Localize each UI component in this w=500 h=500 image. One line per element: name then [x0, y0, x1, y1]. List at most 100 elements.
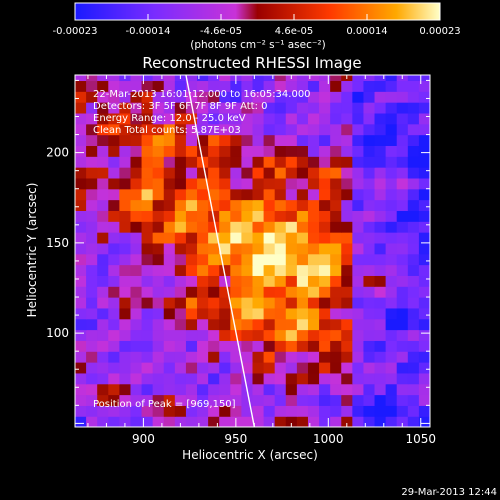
- heatmap-cell: [285, 167, 298, 179]
- heatmap-cell: [208, 329, 220, 341]
- heatmap-cell: [174, 242, 187, 255]
- heatmap-cell: [141, 372, 154, 385]
- heatmap-cell: [208, 91, 220, 103]
- heatmap-cell: [141, 75, 154, 82]
- heatmap-cell: [163, 91, 176, 103]
- heatmap-cell: [385, 199, 398, 211]
- heatmap-cell: [208, 75, 220, 82]
- heatmap-cell: [319, 177, 331, 190]
- heatmap-cell: [174, 123, 187, 136]
- heatmap-cell: [241, 188, 254, 201]
- heatmap-cell: [341, 112, 353, 125]
- heatmap-cell: [418, 307, 430, 320]
- heatmap-cell: [163, 145, 176, 157]
- heatmap-cell: [296, 405, 309, 417]
- heatmap-cell: [285, 307, 298, 320]
- plot-frame: [74, 74, 431, 428]
- heatmap-cell: [363, 286, 376, 298]
- heatmap-cell: [407, 264, 420, 276]
- heatmap-cell: [97, 405, 109, 417]
- heatmap-cell: [197, 275, 209, 287]
- heatmap-cell: [274, 112, 287, 125]
- heatmap-cell: [285, 134, 298, 146]
- heatmap-cell: [285, 145, 298, 157]
- heatmap-cell: [252, 156, 265, 168]
- heatmap-cell: [307, 297, 320, 309]
- heatmap-cell: [418, 145, 430, 157]
- heatmap-cell: [241, 177, 254, 190]
- heatmap-cell: [208, 351, 220, 363]
- heatmap-cell: [174, 362, 187, 374]
- heatmap-cell: [374, 232, 387, 244]
- heatmap-cell: [163, 167, 176, 179]
- heatmap-cell: [197, 307, 209, 320]
- heatmap-cell: [174, 167, 187, 179]
- heatmap-cell: [241, 264, 254, 276]
- heatmap-cell: [119, 383, 132, 396]
- heatmap-cell: [330, 221, 342, 233]
- heatmap-cell: [319, 123, 331, 136]
- heatmap-cell: [319, 156, 331, 168]
- heatmap-cell: [263, 232, 276, 244]
- heatmap-cell: [330, 91, 342, 103]
- heatmap-cell: [241, 221, 254, 233]
- heatmap-cell: [174, 188, 187, 201]
- heatmap-cell: [86, 123, 98, 136]
- heatmap-cell: [319, 351, 331, 363]
- heatmap-cell: [97, 156, 109, 168]
- heatmap-cell: [152, 177, 165, 190]
- heatmap-cell: [230, 177, 243, 190]
- heatmap-cell: [352, 351, 365, 363]
- heatmap-cell: [385, 318, 398, 331]
- heatmap-cell: [285, 394, 298, 406]
- heatmap-cell: [86, 232, 98, 244]
- heatmap-cell: [274, 329, 287, 341]
- heatmap-cell: [119, 123, 132, 136]
- heatmap-cell: [163, 112, 176, 125]
- heatmap-cell: [330, 75, 342, 82]
- heatmap-cell: [396, 210, 409, 222]
- heatmap-cell: [152, 340, 165, 352]
- heatmap-cell: [374, 286, 387, 298]
- heatmap-cell: [319, 394, 331, 406]
- heatmap-cell: [252, 75, 265, 82]
- heatmap-cell: [263, 167, 276, 179]
- heatmap-cell: [330, 134, 342, 146]
- heatmap-cell: [252, 102, 265, 114]
- heatmap-cell: [330, 340, 342, 352]
- heatmap-cell: [230, 91, 243, 103]
- heatmap-cell: [352, 264, 365, 276]
- heatmap-cell: [219, 177, 231, 190]
- heatmap-cell: [119, 318, 132, 331]
- heatmap-cell: [163, 242, 176, 255]
- heatmap-cell: [141, 297, 154, 309]
- heatmap-cell: [418, 232, 430, 244]
- heatmap-cell: [274, 383, 287, 396]
- heatmap-cell: [307, 91, 320, 103]
- heatmap-cell: [108, 188, 120, 201]
- heatmap-cell: [219, 232, 231, 244]
- heatmap-cell: [307, 134, 320, 146]
- heatmap-cell: [363, 134, 376, 146]
- heatmap-cell: [385, 416, 398, 427]
- heatmap-cell: [152, 134, 165, 146]
- heatmap-cell: [141, 329, 154, 341]
- heatmap-cell: [363, 210, 376, 222]
- heatmap-cell: [352, 362, 365, 374]
- heatmap-cell: [385, 286, 398, 298]
- heatmap-cell: [230, 253, 243, 266]
- heatmap-cell: [86, 286, 98, 298]
- heatmap-cell: [130, 340, 143, 352]
- heatmap-cell: [230, 286, 243, 298]
- heatmap-cell: [296, 383, 309, 396]
- heatmap-cell: [252, 221, 265, 233]
- heatmap-cell: [75, 177, 87, 190]
- heatmap-cell: [75, 232, 87, 244]
- heatmap-cell: [363, 112, 376, 125]
- colorbar-tick-label: 4.6e-05: [275, 26, 313, 37]
- heatmap-cell: [230, 307, 243, 320]
- heatmap-cell: [274, 232, 287, 244]
- heatmap-cell: [185, 156, 198, 168]
- heatmap-cell: [241, 134, 254, 146]
- heatmap-cell: [407, 188, 420, 201]
